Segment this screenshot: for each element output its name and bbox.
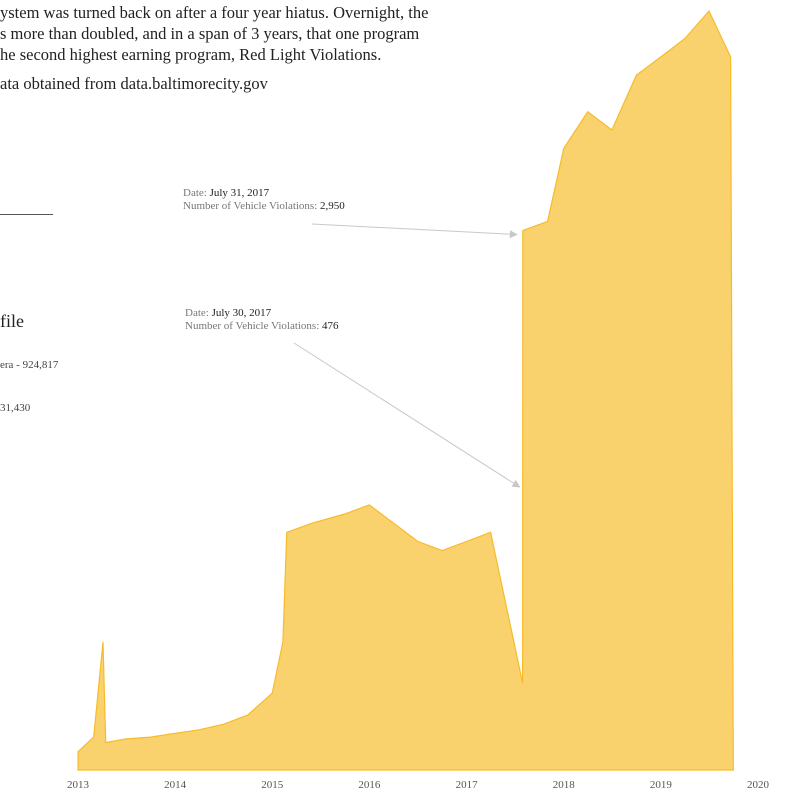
x-tick-label: 2020	[747, 779, 770, 791]
annotation-date: July 30, 2017	[211, 307, 272, 319]
x-tick-label: 2013	[67, 779, 90, 791]
x-tick-label: 2016	[358, 779, 381, 791]
intro-line: s more than doubled, and in a span of 3 …	[0, 24, 420, 43]
annotation-count: 476	[322, 320, 339, 332]
x-tick-label: 2018	[553, 779, 576, 791]
x-tick-label: 2014	[164, 779, 187, 791]
intro-line: he second highest earning program, Red L…	[0, 45, 382, 64]
x-tick-label: 2019	[650, 779, 673, 791]
annotation-count-label: Number of Vehicle Violations:	[183, 200, 321, 212]
intro-line: ystem was turned back on after a four ye…	[0, 3, 429, 22]
annotation-count-label: Number of Vehicle Violations:	[185, 320, 323, 332]
violations-area	[77, 10, 734, 771]
annotation-date-label: Date:	[183, 187, 210, 199]
sidebar-title: file	[0, 311, 24, 331]
annotation-before-jump: Date: July 30, 2017 Number of Vehicle Vi…	[185, 307, 339, 333]
annotation-date-label: Date:	[185, 307, 212, 319]
annotation-count: 2,950	[320, 200, 345, 212]
x-tick-label: 2017	[456, 779, 479, 791]
sidebar-item: 31,430	[0, 402, 31, 414]
x-tick-label: 2015	[261, 779, 284, 791]
annotation-peak: Date: July 31, 2017 Number of Vehicle Vi…	[183, 187, 345, 213]
annotation-pointer	[311, 223, 518, 239]
intro-text: ystem was turned back on after a four ye…	[0, 2, 470, 94]
annotation-pointer	[293, 342, 521, 488]
annotation-date: July 31, 2017	[209, 187, 270, 199]
sidebar-item: era - 924,817	[0, 359, 59, 371]
divider	[0, 214, 53, 215]
data-source: ata obtained from data.baltimorecity.gov	[0, 74, 268, 93]
